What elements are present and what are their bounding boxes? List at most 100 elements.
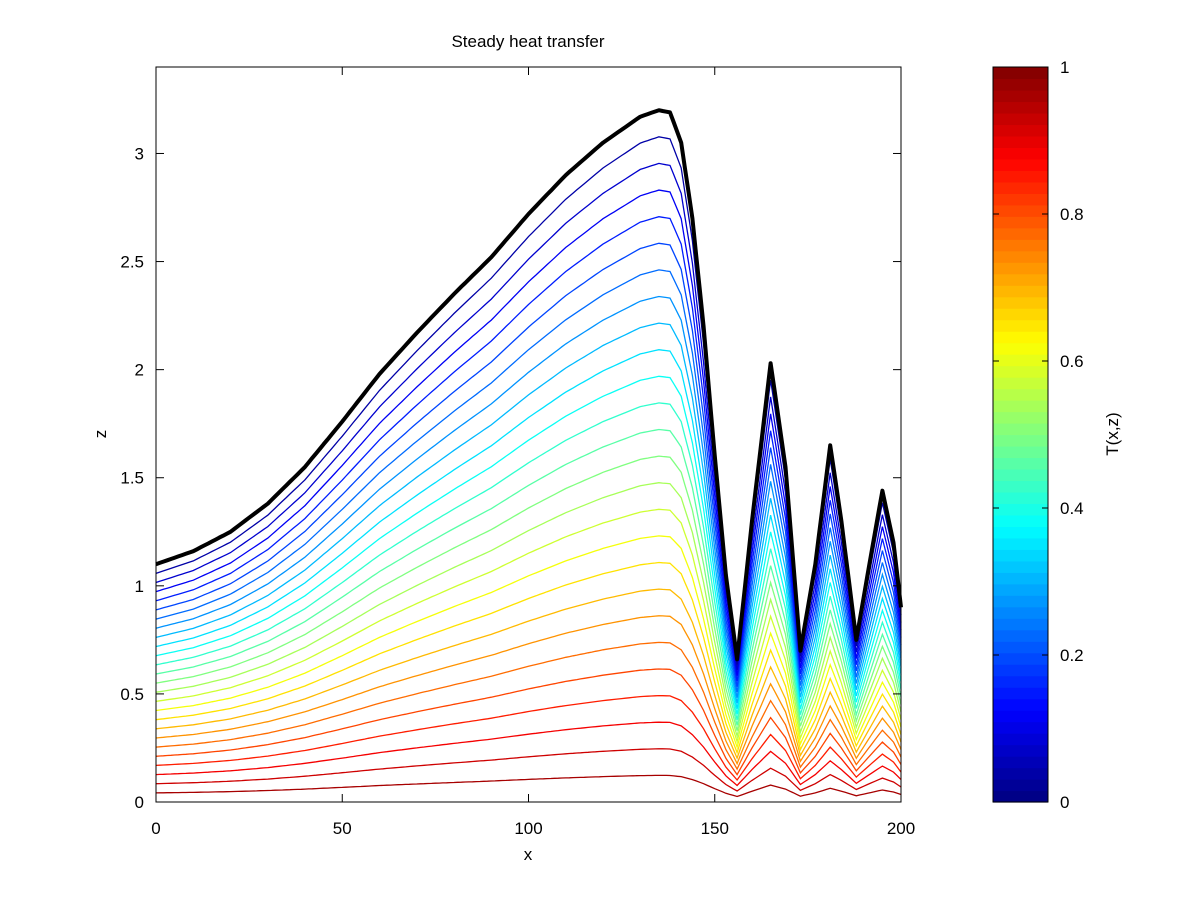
colorbar-band	[993, 147, 1048, 160]
y-tick-label: 3	[135, 144, 144, 163]
isotherm-line	[155, 588, 902, 760]
y-tick-label: 0.5	[120, 685, 144, 704]
colorbar-band	[993, 572, 1048, 585]
colorbar-band	[993, 468, 1048, 482]
colorbar-band	[993, 790, 1048, 803]
isotherm-line	[155, 349, 902, 709]
colorbar-band	[993, 158, 1048, 171]
y-axis-label: z	[91, 430, 110, 439]
colorbar-band	[993, 606, 1048, 619]
colorbar-band	[993, 537, 1048, 550]
y-tick-label: 1.5	[120, 469, 144, 488]
isotherm-line	[155, 269, 902, 693]
isotherm-line	[155, 428, 902, 726]
colorbar-band	[993, 641, 1048, 654]
isotherm-line	[155, 668, 902, 776]
isotherm-line	[155, 322, 902, 704]
isotherm-line	[155, 561, 902, 755]
isotherm-line	[155, 162, 902, 671]
y-tick-label: 0	[135, 793, 144, 812]
colorbar-band	[993, 675, 1048, 688]
colorbar-band	[993, 170, 1048, 183]
colorbar-band	[993, 365, 1048, 378]
colorbar-band	[993, 480, 1048, 493]
colorbar: 0 0.2 0.4 0.6 0.8 1 T(x,z)	[992, 58, 1122, 812]
colorbar-band	[993, 779, 1048, 792]
colorbar-band	[993, 308, 1048, 321]
y-tick-label: 2	[135, 361, 144, 380]
colorbar-band	[993, 514, 1048, 527]
colorbar-band	[993, 273, 1048, 286]
y-axis-ticks: 0 0.5 1 1.5 2 2.5 3	[120, 144, 901, 812]
colorbar-band	[993, 400, 1048, 413]
x-axis-ticks: 0 50 100 150 200	[151, 67, 915, 838]
isotherm-line	[155, 721, 902, 787]
colorbar-band	[993, 285, 1048, 298]
colorbar-band	[993, 204, 1048, 217]
isotherm-line	[155, 694, 902, 782]
colorbar-band	[993, 698, 1048, 711]
colorbar-band	[993, 445, 1048, 459]
colorbar-band	[993, 262, 1048, 275]
colorbar-band	[993, 319, 1048, 332]
colorbar-band	[993, 112, 1048, 126]
colorbar-gradient	[993, 67, 1048, 803]
colorbar-band	[993, 629, 1048, 642]
colorbar-band	[993, 239, 1048, 252]
surface-boundary-line	[155, 108, 903, 662]
colorbar-band	[993, 124, 1048, 137]
colorbar-band	[993, 331, 1048, 344]
isotherm-line	[155, 295, 902, 698]
colorbar-band	[993, 89, 1048, 103]
colorbar-band	[993, 193, 1048, 206]
colorbar-tick-label: 0	[1060, 793, 1069, 812]
colorbar-band	[993, 388, 1048, 401]
isotherm-line	[155, 136, 902, 665]
colorbar-band	[993, 549, 1048, 562]
colorbar-band	[993, 377, 1048, 390]
colorbar-band	[993, 250, 1048, 263]
isotherm-line	[155, 748, 902, 792]
colorbar-ticks: 0 0.2 0.4 0.6 0.8 1	[993, 58, 1084, 812]
isotherm-line	[155, 615, 902, 766]
colorbar-band	[993, 687, 1048, 700]
x-tick-label: 150	[701, 819, 729, 838]
colorbar-tick-label: 0.6	[1060, 352, 1084, 371]
isotherm-line	[155, 216, 902, 682]
colorbar-band	[993, 67, 1048, 80]
colorbar-band	[993, 227, 1048, 240]
colorbar-band	[993, 296, 1048, 309]
colorbar-band	[993, 78, 1048, 91]
colorbar-tick-label: 1	[1060, 58, 1069, 77]
colorbar-band	[993, 652, 1048, 665]
colorbar-band	[993, 560, 1048, 573]
colorbar-band	[993, 733, 1048, 746]
colorbar-band	[993, 101, 1048, 114]
y-tick-label: 1	[135, 577, 144, 596]
colorbar-tick-label: 0.2	[1060, 646, 1084, 665]
colorbar-label: T(x,z)	[1103, 412, 1122, 455]
x-tick-label: 100	[514, 819, 542, 838]
x-tick-label: 50	[333, 819, 352, 838]
isotherm-line	[155, 641, 902, 771]
colorbar-frame	[992, 66, 1049, 803]
colorbar-band	[993, 721, 1048, 734]
colorbar-band	[993, 744, 1048, 757]
colorbar-band	[993, 664, 1048, 677]
colorbar-band	[993, 583, 1048, 596]
colorbar-band	[993, 767, 1048, 780]
colorbar-band	[993, 342, 1048, 355]
isotherm-line	[155, 774, 902, 798]
x-axis-label: x	[524, 845, 533, 864]
colorbar-tick-label: 0.8	[1060, 205, 1084, 224]
colorbar-tick-label: 0.4	[1060, 499, 1084, 518]
x-tick-label: 0	[151, 819, 160, 838]
colorbar-band	[993, 216, 1048, 229]
chart-title: Steady heat transfer	[451, 32, 604, 51]
isotherm-line	[155, 375, 902, 715]
isotherm-line	[155, 402, 902, 720]
isotherm-line	[155, 508, 902, 744]
isotherm-line	[155, 535, 902, 750]
colorbar-band	[993, 491, 1048, 504]
